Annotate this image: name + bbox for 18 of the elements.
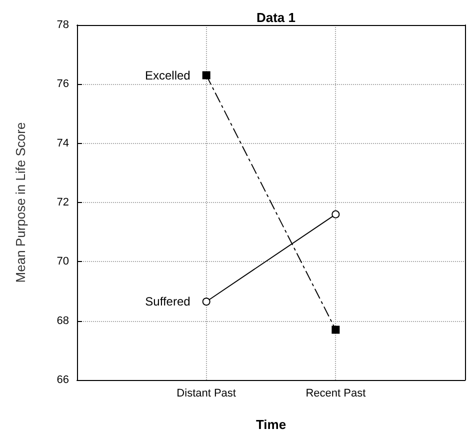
- y-tick-label: 66: [56, 374, 69, 386]
- point: [332, 326, 340, 334]
- y-tick-label: 70: [56, 256, 69, 268]
- chart-title: Data 1: [256, 10, 296, 25]
- series-label: Excelled: [144, 68, 190, 82]
- y-tick-label: 76: [56, 78, 69, 90]
- y-axis-title: Mean Purpose in Life Score: [13, 122, 28, 283]
- y-tick-label: 68: [56, 314, 69, 327]
- series-label: Suffered: [145, 294, 190, 309]
- point: [332, 210, 340, 218]
- x-axis-title: Time: [256, 417, 286, 432]
- y-tick-label: 74: [56, 137, 69, 150]
- x-tick-label: Distant Past: [176, 388, 236, 400]
- point: [202, 298, 210, 306]
- y-tick-label: 72: [56, 196, 69, 208]
- point: [202, 71, 210, 80]
- y-tick-label: 78: [56, 19, 69, 31]
- x-tick-label: Recent Past: [306, 388, 366, 400]
